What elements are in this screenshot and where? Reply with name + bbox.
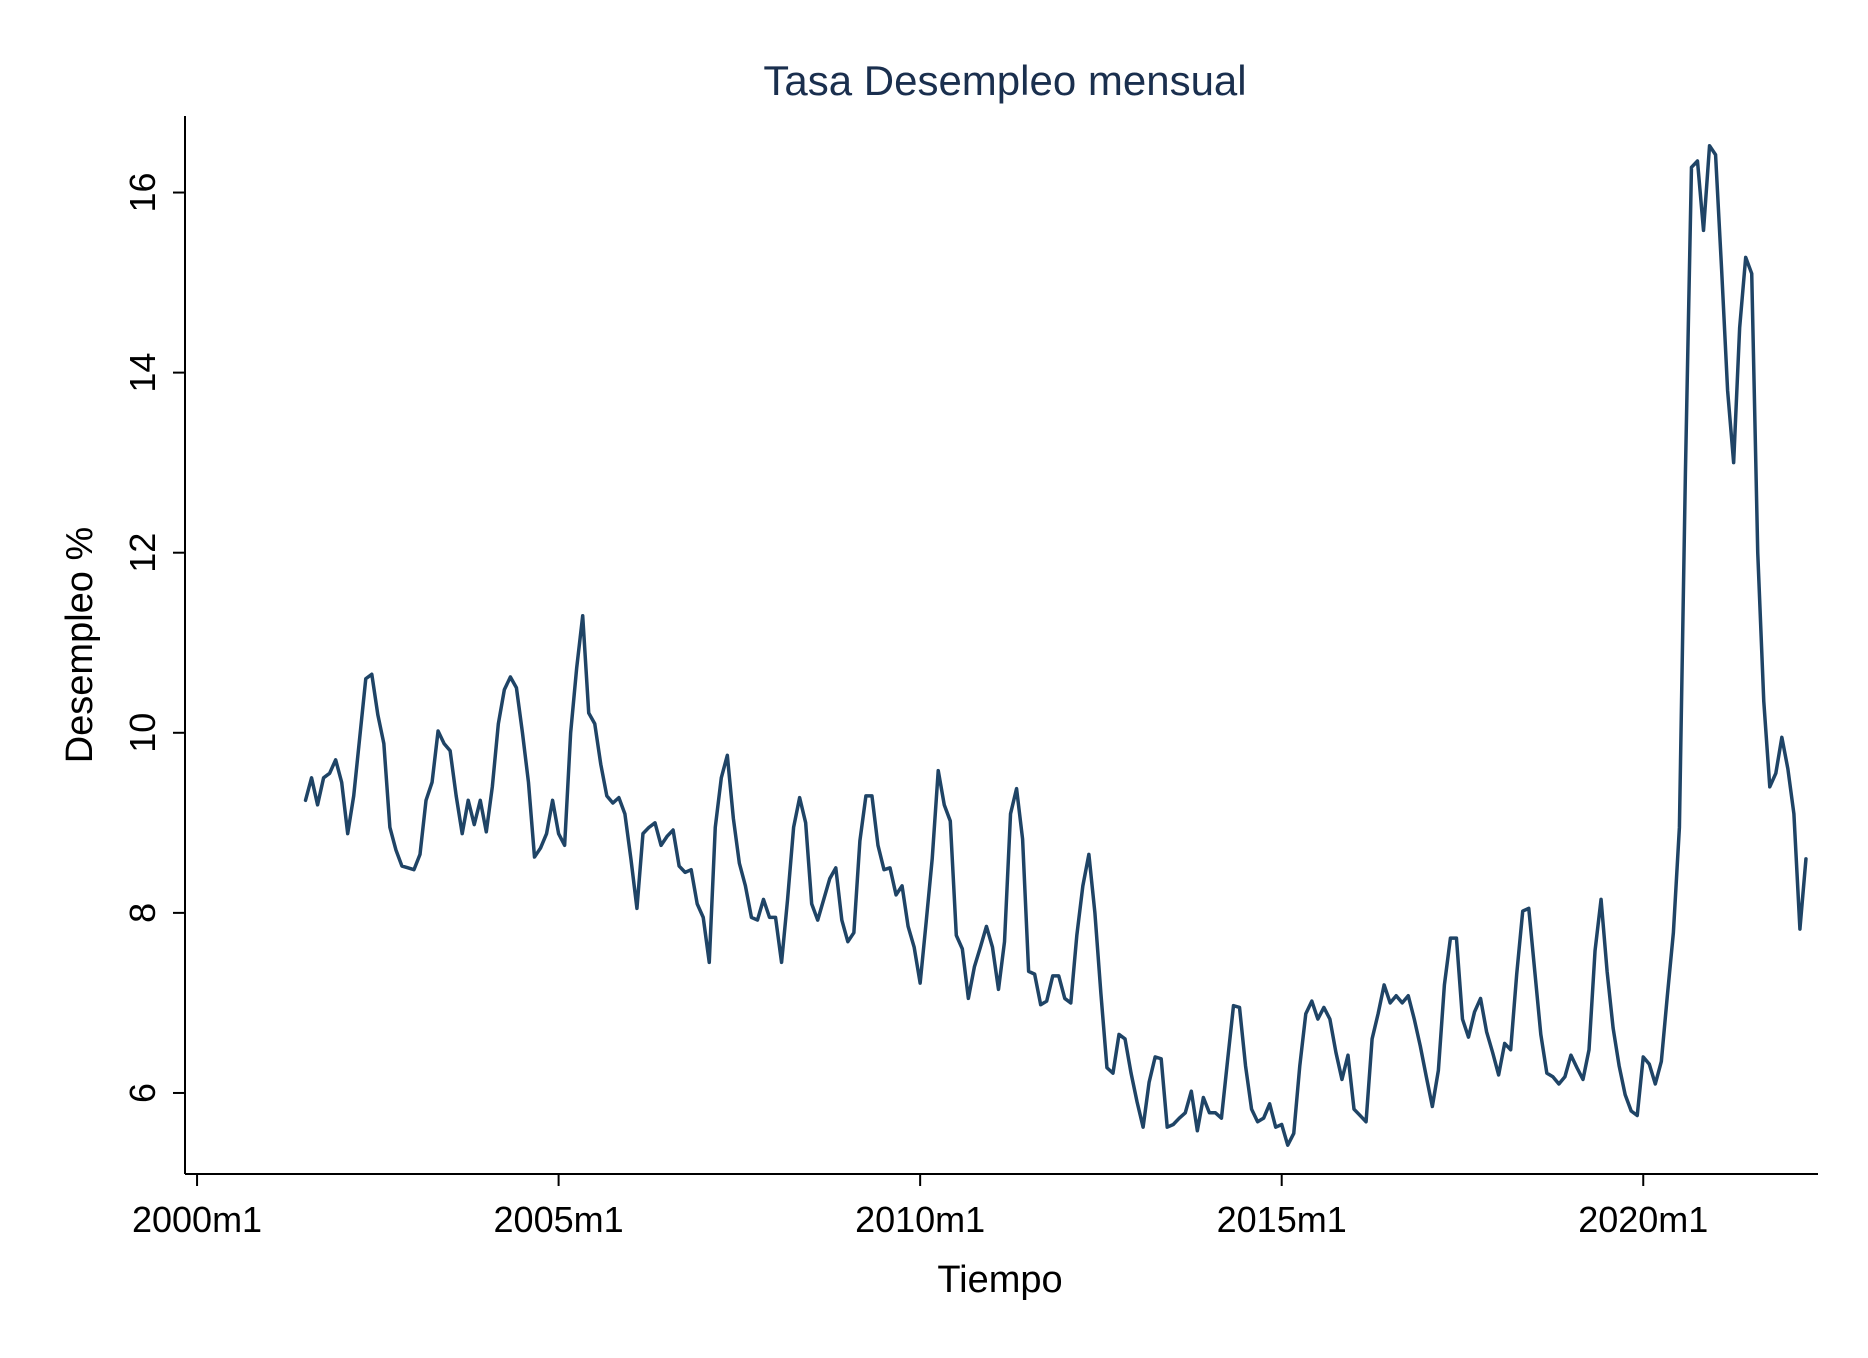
series-group	[303, 143, 1808, 1147]
y-tick-label: 8	[122, 903, 163, 923]
series-line	[303, 143, 1808, 1147]
y-tick-label: 16	[122, 173, 163, 213]
y-axis-ticks: 6 8 10 12 14 16	[122, 173, 185, 1103]
x-axis-title: Tiempo	[937, 1259, 1062, 1301]
x-tick-label: 2020m1	[1578, 1199, 1708, 1240]
y-axis-title: Desempleo %	[59, 527, 101, 764]
y-tick-label: 14	[122, 353, 163, 393]
x-axis-ticks: 2000m1 2005m1 2010m1 2015m1 2020m1	[132, 1174, 1708, 1240]
y-tick-label: 6	[122, 1083, 163, 1103]
x-tick-label: 2000m1	[132, 1199, 262, 1240]
x-tick-label: 2015m1	[1217, 1199, 1347, 1240]
chart-title: Tasa Desempleo mensual	[763, 57, 1246, 104]
y-tick-label: 12	[122, 533, 163, 573]
x-tick-label: 2010m1	[855, 1199, 985, 1240]
x-tick-label: 2005m1	[494, 1199, 624, 1240]
y-tick-label: 10	[122, 713, 163, 753]
